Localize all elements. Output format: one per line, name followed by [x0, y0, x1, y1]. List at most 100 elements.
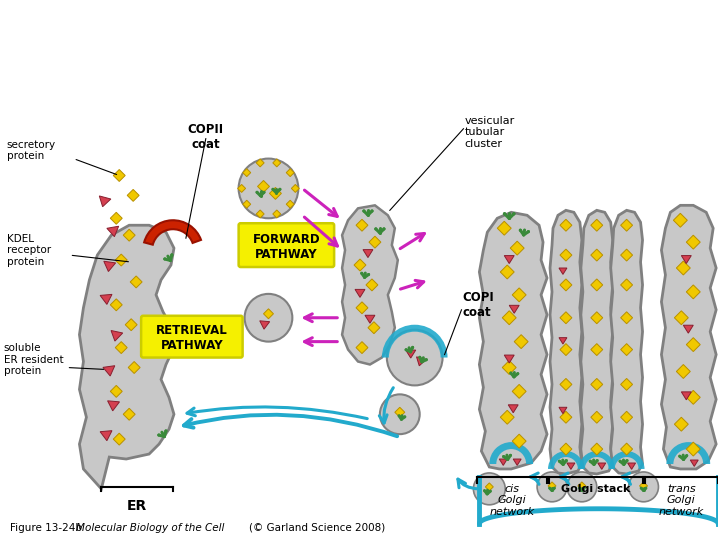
Circle shape — [559, 461, 560, 462]
Polygon shape — [292, 185, 300, 192]
Text: trans
Golgi
network: trans Golgi network — [659, 484, 704, 517]
Circle shape — [584, 488, 585, 489]
Polygon shape — [287, 168, 294, 177]
Polygon shape — [500, 410, 514, 424]
Polygon shape — [560, 249, 572, 261]
Circle shape — [419, 356, 420, 358]
Circle shape — [404, 416, 405, 417]
Text: ER: ER — [127, 499, 148, 513]
Polygon shape — [611, 210, 642, 474]
Text: RETRIEVAL
PATHWAY: RETRIEVAL PATHWAY — [156, 323, 228, 352]
Circle shape — [484, 490, 485, 491]
Polygon shape — [498, 221, 511, 235]
Polygon shape — [621, 343, 633, 355]
Polygon shape — [662, 205, 716, 469]
Circle shape — [686, 455, 688, 456]
Polygon shape — [621, 219, 633, 231]
Polygon shape — [512, 288, 526, 302]
Polygon shape — [559, 338, 567, 344]
Circle shape — [238, 159, 298, 218]
Polygon shape — [621, 249, 633, 261]
Polygon shape — [591, 249, 603, 261]
Polygon shape — [681, 392, 691, 400]
Circle shape — [590, 461, 591, 462]
Polygon shape — [628, 463, 636, 469]
Polygon shape — [356, 219, 368, 231]
Circle shape — [474, 473, 505, 505]
Polygon shape — [264, 309, 274, 319]
Polygon shape — [578, 482, 586, 490]
Polygon shape — [130, 276, 142, 288]
Circle shape — [405, 349, 407, 350]
Polygon shape — [560, 443, 572, 455]
Polygon shape — [125, 319, 137, 330]
Wedge shape — [490, 442, 533, 464]
Polygon shape — [256, 159, 264, 167]
Circle shape — [510, 372, 512, 374]
Polygon shape — [100, 431, 112, 441]
Circle shape — [264, 192, 265, 193]
Polygon shape — [591, 443, 603, 455]
Circle shape — [158, 434, 160, 436]
Wedge shape — [667, 442, 710, 464]
Polygon shape — [127, 190, 139, 201]
Polygon shape — [621, 312, 633, 323]
Polygon shape — [690, 460, 698, 467]
Text: KDEL
receptor
protein: KDEL receptor protein — [6, 233, 51, 267]
Polygon shape — [686, 235, 701, 249]
Circle shape — [380, 394, 420, 434]
Polygon shape — [567, 463, 575, 469]
Circle shape — [165, 430, 167, 432]
Text: Molecular Biology of the Cell: Molecular Biology of the Cell — [76, 523, 225, 532]
Polygon shape — [683, 325, 693, 333]
Polygon shape — [243, 200, 251, 208]
Polygon shape — [675, 417, 688, 431]
Polygon shape — [514, 335, 528, 349]
Circle shape — [549, 488, 550, 489]
Polygon shape — [560, 219, 572, 231]
Polygon shape — [560, 379, 572, 390]
Circle shape — [645, 488, 647, 489]
Text: Figure 13-24b: Figure 13-24b — [10, 523, 89, 532]
Polygon shape — [560, 279, 572, 291]
Polygon shape — [509, 305, 519, 313]
Polygon shape — [79, 225, 174, 489]
Polygon shape — [559, 268, 567, 274]
Polygon shape — [508, 405, 518, 413]
Polygon shape — [686, 338, 701, 352]
Circle shape — [537, 472, 567, 502]
Polygon shape — [681, 255, 691, 264]
Polygon shape — [591, 411, 603, 423]
Circle shape — [490, 490, 491, 492]
Wedge shape — [382, 325, 448, 357]
Text: cis
Golgi
network: cis Golgi network — [490, 484, 535, 517]
Polygon shape — [485, 483, 493, 491]
Circle shape — [272, 188, 274, 190]
Text: COPII
coat: COPII coat — [188, 123, 224, 151]
Polygon shape — [500, 265, 514, 279]
Polygon shape — [342, 205, 398, 364]
Circle shape — [528, 231, 529, 233]
Polygon shape — [559, 407, 567, 414]
Circle shape — [171, 254, 173, 256]
Circle shape — [426, 359, 427, 361]
Polygon shape — [550, 210, 582, 474]
Polygon shape — [369, 236, 381, 248]
Polygon shape — [100, 294, 112, 305]
Wedge shape — [579, 451, 615, 469]
Polygon shape — [598, 463, 606, 469]
FancyBboxPatch shape — [141, 316, 243, 357]
Polygon shape — [504, 355, 514, 363]
Circle shape — [279, 188, 281, 190]
Polygon shape — [686, 442, 701, 456]
Circle shape — [503, 213, 505, 215]
Text: Golgi stack: Golgi stack — [561, 484, 631, 494]
Polygon shape — [503, 361, 516, 374]
Circle shape — [371, 210, 373, 212]
Polygon shape — [639, 482, 647, 490]
Polygon shape — [591, 312, 603, 323]
Polygon shape — [676, 364, 690, 379]
Polygon shape — [686, 390, 701, 404]
Polygon shape — [581, 210, 613, 474]
Polygon shape — [513, 459, 521, 465]
